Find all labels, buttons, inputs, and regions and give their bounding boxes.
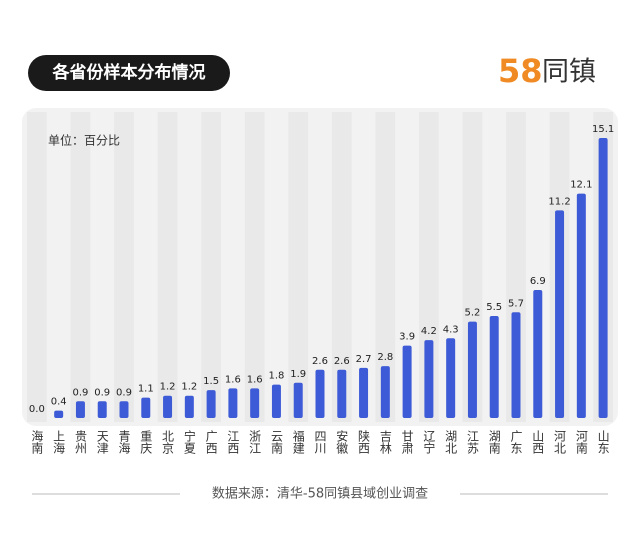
value-label: 1.6 xyxy=(247,374,263,385)
value-label: 5.5 xyxy=(486,302,502,313)
x-tick-label: 江西 xyxy=(226,430,240,454)
value-label: 2.6 xyxy=(334,356,350,367)
bar xyxy=(576,193,586,418)
x-tick-label: 江苏 xyxy=(465,430,479,454)
value-label: 0.0 xyxy=(29,404,45,415)
stripe xyxy=(201,112,221,422)
value-label: 4.3 xyxy=(443,324,459,335)
stripe xyxy=(331,112,352,422)
value-label: 4.2 xyxy=(421,326,437,337)
x-tick-label: 海南 xyxy=(30,429,44,454)
value-label: 0.9 xyxy=(116,387,132,398)
x-tick-label: 陕西 xyxy=(357,429,371,454)
logo-number: 58 xyxy=(498,52,543,90)
bar xyxy=(163,395,173,418)
bar xyxy=(54,410,64,418)
x-tick-label: 广西 xyxy=(204,430,218,454)
stripe xyxy=(244,112,265,422)
x-tick-label: 河南 xyxy=(574,430,588,454)
stripe xyxy=(157,112,178,422)
x-tick-label: 上海 xyxy=(52,430,66,454)
unit-label: 单位：百分比 xyxy=(48,133,120,148)
logo-name: 同镇 xyxy=(542,57,596,88)
bar xyxy=(446,338,456,418)
x-tick-label: 辽宁 xyxy=(422,430,436,454)
bar xyxy=(489,316,499,418)
bar xyxy=(75,401,85,418)
value-label: 3.9 xyxy=(399,332,415,343)
bar xyxy=(511,312,521,418)
value-label: 1.8 xyxy=(268,371,284,382)
value-label: 5.2 xyxy=(464,308,480,319)
bar xyxy=(97,401,107,418)
bar xyxy=(555,210,565,418)
bar xyxy=(293,382,303,418)
bar xyxy=(141,397,151,418)
value-label: 1.9 xyxy=(290,369,306,380)
bar xyxy=(119,401,129,418)
bar xyxy=(271,384,281,418)
value-label: 1.1 xyxy=(138,384,154,395)
x-tick-label: 福建 xyxy=(291,429,305,455)
value-label: 1.6 xyxy=(225,374,241,385)
value-label: 6.9 xyxy=(530,276,546,287)
x-tick-label: 四川 xyxy=(313,430,327,454)
source: 数据来源：清华-58同镇县域创业调查 xyxy=(212,487,428,502)
bar xyxy=(533,290,543,418)
x-tick-label: 山东 xyxy=(596,430,610,454)
value-label: 2.6 xyxy=(312,356,328,367)
title-pill xyxy=(28,55,230,91)
stripe xyxy=(114,112,134,422)
chart-title: 各省份样本分布情况 xyxy=(52,62,206,83)
x-tick-label: 天津 xyxy=(95,430,109,454)
x-tick-label: 湖南 xyxy=(487,429,501,454)
x-tick-label: 湖北 xyxy=(444,429,458,455)
stripe xyxy=(462,112,483,422)
x-tick-label: 山西 xyxy=(531,430,545,454)
bar xyxy=(402,345,412,418)
x-tick-label: 广东 xyxy=(509,430,523,454)
x-tick-label: 河北 xyxy=(553,430,567,455)
value-label: 15.1 xyxy=(592,124,614,135)
x-tick-label: 重庆 xyxy=(139,430,153,454)
value-label: 11.2 xyxy=(548,196,570,207)
x-tick-label: 安徽 xyxy=(335,429,349,454)
value-label: 12.1 xyxy=(570,180,592,191)
bar xyxy=(424,340,434,418)
x-tick-label: 浙江 xyxy=(248,430,262,454)
stripe xyxy=(375,112,396,422)
stripe xyxy=(419,112,439,422)
x-tick-label: 甘肃 xyxy=(400,430,414,455)
bar xyxy=(467,321,477,418)
bar xyxy=(228,388,238,418)
value-label: 1.5 xyxy=(203,376,219,387)
bar xyxy=(250,388,260,418)
x-tick-label: 吉林 xyxy=(378,430,392,454)
value-label: 5.7 xyxy=(508,298,524,309)
stripe xyxy=(27,112,47,422)
stripe xyxy=(288,112,309,422)
value-label: 2.7 xyxy=(356,354,372,365)
x-tick-label: 云南 xyxy=(269,430,283,454)
value-label: 1.2 xyxy=(160,382,176,393)
bar xyxy=(206,390,216,418)
value-label: 0.4 xyxy=(51,397,67,408)
bar xyxy=(380,366,390,418)
bar xyxy=(337,369,347,418)
value-label: 1.2 xyxy=(181,382,197,393)
x-tick-label: 贵州 xyxy=(73,430,87,454)
stripe xyxy=(70,112,91,422)
bar xyxy=(359,367,369,418)
x-tick-label: 宁夏 xyxy=(182,429,196,454)
value-label: 0.9 xyxy=(94,387,110,398)
x-tick-label: 青海 xyxy=(117,430,131,454)
value-label: 0.9 xyxy=(72,387,88,398)
value-label: 2.8 xyxy=(377,352,393,363)
bar xyxy=(184,395,194,418)
stripe xyxy=(506,112,526,422)
bar xyxy=(598,138,608,418)
bar xyxy=(315,369,325,418)
x-tick-label: 北京 xyxy=(161,430,175,455)
